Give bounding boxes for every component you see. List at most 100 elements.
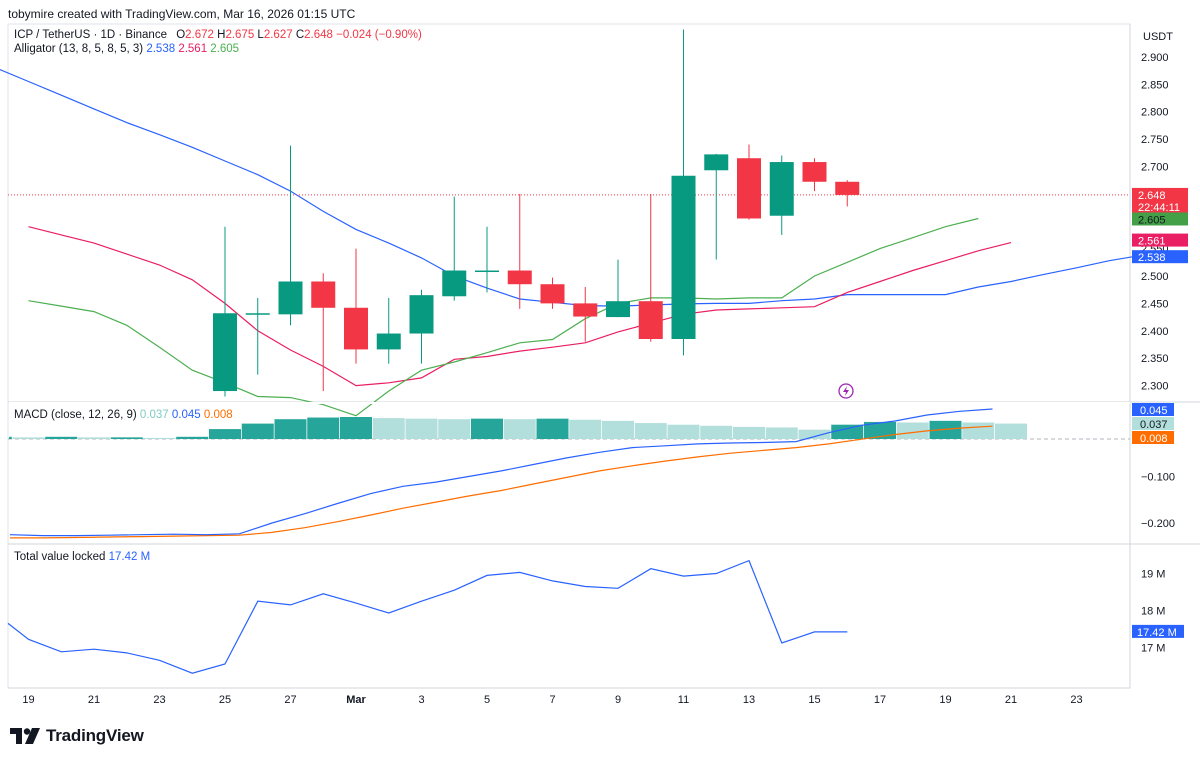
macd-histogram-bar xyxy=(700,425,733,439)
currency-label: USDT xyxy=(1143,31,1173,43)
attribution: tobymire created with TradingView.com, M… xyxy=(8,7,356,21)
macd-histogram-bar xyxy=(667,424,700,439)
candle-body xyxy=(213,313,237,392)
candle-body xyxy=(245,313,270,315)
tvl-value: 17.42 M xyxy=(108,551,151,563)
time-axis-label: 23 xyxy=(153,694,165,706)
open-label: O xyxy=(176,29,186,41)
lightning-icon xyxy=(843,386,849,396)
time-axis-label: 3 xyxy=(418,694,424,706)
macd-histogram-bar xyxy=(405,418,438,439)
price-axis-label: 2.561 xyxy=(1138,236,1166,248)
macd-histogram-bar xyxy=(503,419,536,439)
macd-histogram-bar xyxy=(143,437,176,439)
macd-histogram-bar xyxy=(45,436,78,439)
symbol-legend[interactable]: ICP / TetherUS · 1D · Binance O2.672 H2.… xyxy=(14,29,422,41)
macd-histogram-bar xyxy=(864,421,896,439)
lightning-icon xyxy=(838,383,854,399)
tradingview-logo-icon xyxy=(10,728,40,744)
candle-body xyxy=(606,301,630,318)
alligator-label: Alligator (13, 8, 5, 8, 5, 3) xyxy=(14,43,144,55)
candle-body xyxy=(704,154,729,171)
price-tick-label: 2.800 xyxy=(1141,107,1169,119)
tvl-axis-label: 17.42 M xyxy=(1137,627,1177,639)
low-value: 2.627 xyxy=(263,29,293,41)
alligator-jaw-value: 2.538 xyxy=(146,43,176,55)
candle-body xyxy=(540,284,565,304)
time-axis-label: 19 xyxy=(22,694,34,706)
macd-histogram-bar xyxy=(634,423,667,439)
alligator-legend[interactable]: Alligator (13, 8, 5, 8, 5, 3) 2.538 2.56… xyxy=(14,43,239,55)
tvl-tick-label: 17 M xyxy=(1141,642,1165,654)
macd-histogram-bar xyxy=(831,424,864,439)
price-tick-label: 2.400 xyxy=(1141,326,1169,338)
macd-histogram-bar xyxy=(962,422,995,439)
macd-histogram-bar xyxy=(372,418,405,439)
macd-histogram-bar xyxy=(176,436,209,439)
macd-histogram-bar xyxy=(307,417,340,439)
alligator-jaw-line xyxy=(0,68,1143,307)
macd-histogram-bar xyxy=(569,419,602,439)
candle-body xyxy=(376,333,401,350)
candle-body xyxy=(442,270,467,297)
price-label-bg xyxy=(1132,212,1188,226)
candle-body xyxy=(475,270,499,273)
candle-body xyxy=(573,303,598,317)
price-label-bg xyxy=(1132,233,1188,247)
macd-histogram-bar xyxy=(798,429,831,439)
time-axis-label: 17 xyxy=(874,694,886,706)
time-axis-label: 21 xyxy=(88,694,100,706)
price-axis-label: 2.605 xyxy=(1138,214,1166,226)
candle-body xyxy=(802,162,827,182)
time-axis-label: 15 xyxy=(808,694,820,706)
time-axis-label: Mar xyxy=(346,694,366,706)
macd-histogram-bar xyxy=(536,418,569,439)
low-label: L xyxy=(257,29,264,41)
macd-histogram-bar xyxy=(209,429,241,439)
macd-histogram-bar xyxy=(241,423,274,439)
price-tick-label: 2.850 xyxy=(1141,79,1169,91)
macd-histogram-bar xyxy=(471,418,503,439)
alligator-teeth-value: 2.561 xyxy=(178,43,208,55)
price-tick-label: 2.300 xyxy=(1141,381,1169,393)
macd-tick-label: −0.100 xyxy=(1141,471,1175,483)
brand-name: TradingView xyxy=(46,726,144,745)
macd-axis-label: 0.008 xyxy=(1140,433,1168,445)
macd-label: MACD (close, 12, 26, 9) xyxy=(14,409,137,421)
candle-body xyxy=(769,162,794,216)
candle-body xyxy=(311,281,336,308)
macd-histogram-bar xyxy=(765,427,798,439)
time-axis-label: 25 xyxy=(219,694,231,706)
price-tick-label: 2.450 xyxy=(1141,298,1169,310)
price-tick-label: 2.900 xyxy=(1141,52,1169,64)
high-label: H xyxy=(217,29,226,41)
macd-label-bg xyxy=(1132,417,1174,430)
macd-histogram-bar xyxy=(896,422,929,439)
macd-histogram-bar xyxy=(995,423,1027,439)
macd-histogram-bar xyxy=(438,419,471,439)
price-label-bg xyxy=(1132,187,1188,201)
price-label-bg xyxy=(1132,199,1188,213)
alligator-lips-line xyxy=(28,217,979,417)
macd-axis-label: 0.037 xyxy=(1140,419,1168,431)
candle-body xyxy=(507,270,532,285)
macd-histogram-bar xyxy=(110,437,143,439)
tvl-line xyxy=(7,559,848,674)
alligator-lips-value: 2.605 xyxy=(210,43,240,55)
tvl-tick-label: 19 M xyxy=(1141,569,1165,581)
price-axis-label: 22:44:11 xyxy=(1138,202,1180,214)
tvl-label: Total value locked xyxy=(14,551,106,563)
tradingview-logo[interactable]: TradingView xyxy=(10,725,144,747)
time-axis-label: 9 xyxy=(615,694,621,706)
macd-signal-value: 0.008 xyxy=(203,409,233,421)
macd-legend[interactable]: MACD (close, 12, 26, 9) 0.037 0.045 0.00… xyxy=(14,409,233,421)
macd-histogram-bar xyxy=(274,419,307,439)
tvl-legend[interactable]: Total value locked 17.42 M xyxy=(14,551,150,563)
macd-histogram-bar xyxy=(78,437,110,439)
tvl-tick-label: 18 M xyxy=(1141,605,1165,617)
macd-histogram-bar xyxy=(12,437,45,439)
macd-signal-line xyxy=(10,425,993,539)
macd-label-bg xyxy=(1132,431,1174,444)
